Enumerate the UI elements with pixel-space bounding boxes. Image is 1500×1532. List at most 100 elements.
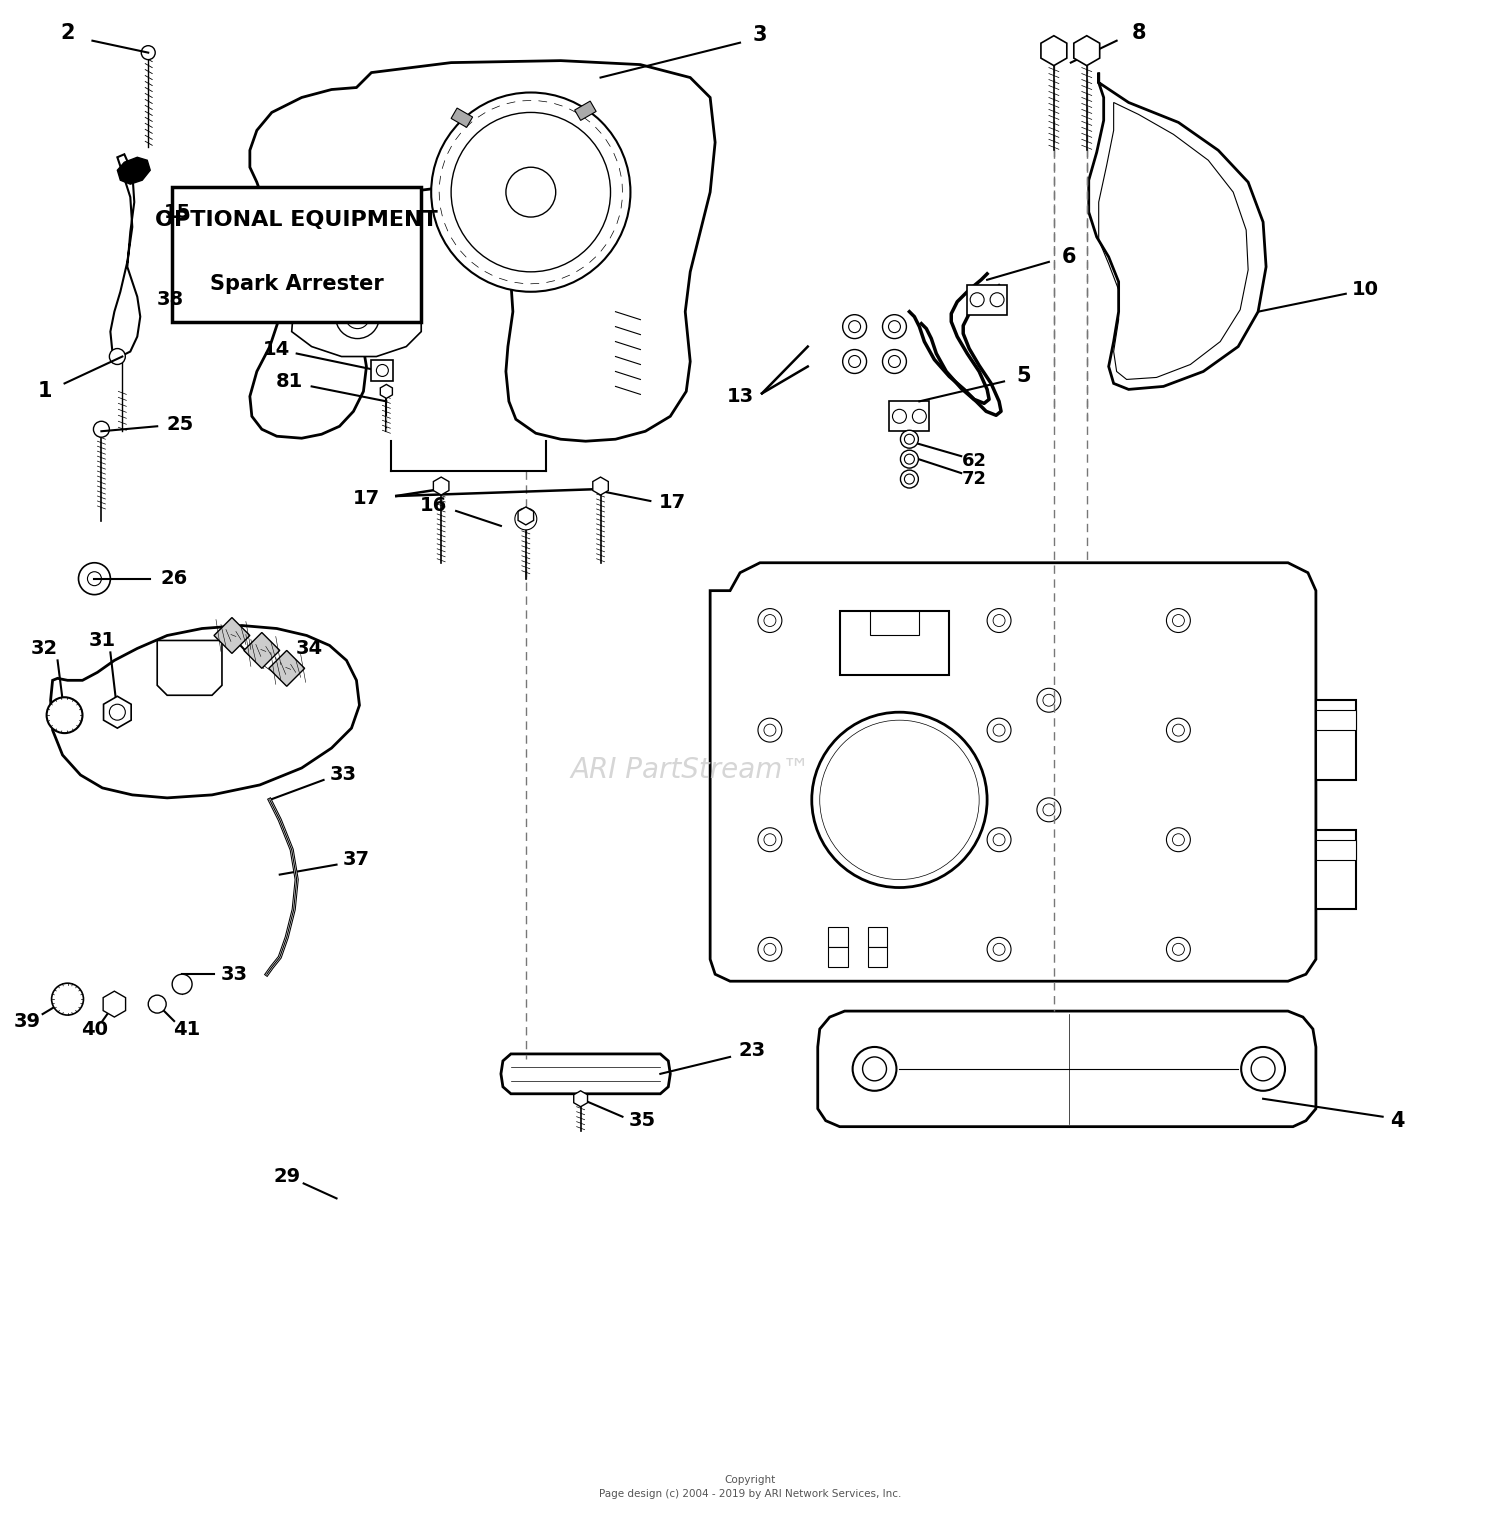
Circle shape — [904, 453, 915, 464]
Circle shape — [1173, 833, 1185, 846]
Text: 10: 10 — [1352, 280, 1378, 299]
Circle shape — [852, 1046, 897, 1091]
Polygon shape — [710, 562, 1316, 980]
Text: 23: 23 — [738, 1042, 765, 1060]
Polygon shape — [433, 476, 448, 495]
Text: 41: 41 — [174, 1019, 201, 1039]
Polygon shape — [518, 507, 534, 525]
Circle shape — [1167, 827, 1191, 852]
Text: 35: 35 — [628, 1111, 656, 1131]
Text: 32: 32 — [32, 639, 58, 657]
Circle shape — [843, 314, 867, 339]
Circle shape — [904, 473, 915, 484]
Text: 17: 17 — [658, 493, 686, 513]
Circle shape — [764, 944, 776, 956]
Polygon shape — [268, 651, 304, 686]
Circle shape — [1036, 798, 1060, 821]
Text: 62: 62 — [962, 452, 987, 470]
Text: 13: 13 — [726, 388, 753, 406]
Polygon shape — [1041, 35, 1066, 66]
Circle shape — [900, 450, 918, 469]
Circle shape — [900, 430, 918, 449]
Polygon shape — [818, 1011, 1316, 1126]
Polygon shape — [214, 617, 250, 654]
Text: 31: 31 — [88, 631, 116, 650]
Circle shape — [87, 571, 102, 585]
Text: 39: 39 — [13, 1011, 40, 1031]
Circle shape — [882, 349, 906, 374]
Circle shape — [849, 320, 861, 332]
Polygon shape — [237, 290, 256, 314]
Circle shape — [912, 409, 927, 423]
Circle shape — [110, 705, 126, 720]
Bar — [867, 947, 888, 967]
Text: 33: 33 — [330, 766, 357, 784]
Circle shape — [46, 697, 82, 734]
Circle shape — [812, 712, 987, 887]
Text: 15: 15 — [164, 202, 190, 222]
Circle shape — [862, 1057, 886, 1082]
Circle shape — [452, 112, 610, 271]
Circle shape — [1167, 719, 1191, 741]
Circle shape — [758, 608, 782, 633]
Polygon shape — [104, 991, 126, 1017]
Circle shape — [1173, 725, 1185, 735]
Circle shape — [345, 305, 369, 329]
Circle shape — [1167, 608, 1191, 633]
Polygon shape — [291, 270, 422, 357]
Text: 16: 16 — [420, 496, 447, 515]
Circle shape — [1173, 944, 1185, 956]
Circle shape — [148, 996, 166, 1013]
Circle shape — [758, 938, 782, 961]
Circle shape — [336, 294, 380, 339]
Circle shape — [987, 719, 1011, 741]
Circle shape — [993, 833, 1005, 846]
Circle shape — [1042, 694, 1054, 706]
Bar — [1316, 840, 1356, 859]
Text: 3: 3 — [753, 25, 766, 44]
Bar — [870, 611, 919, 636]
Circle shape — [1173, 614, 1185, 627]
Circle shape — [1167, 938, 1191, 961]
Circle shape — [970, 293, 984, 306]
Bar — [1316, 830, 1356, 910]
Text: 37: 37 — [344, 850, 370, 869]
Text: 17: 17 — [352, 490, 380, 509]
Bar — [372, 360, 393, 381]
Text: 81: 81 — [276, 372, 303, 391]
Polygon shape — [1074, 35, 1100, 66]
Circle shape — [246, 257, 266, 277]
Circle shape — [888, 355, 900, 368]
Text: ARI PartStream™: ARI PartStream™ — [570, 755, 810, 784]
Text: 14: 14 — [262, 340, 291, 358]
Circle shape — [78, 562, 111, 594]
Polygon shape — [1089, 72, 1266, 389]
Text: 5: 5 — [1017, 366, 1032, 386]
Circle shape — [758, 719, 782, 741]
Circle shape — [849, 355, 861, 368]
Circle shape — [764, 725, 776, 735]
Polygon shape — [117, 158, 150, 184]
Circle shape — [110, 349, 126, 365]
Bar — [172, 187, 422, 322]
Text: 72: 72 — [962, 470, 987, 489]
Bar — [1316, 700, 1356, 780]
Bar — [828, 927, 848, 947]
Circle shape — [514, 509, 537, 530]
Circle shape — [764, 833, 776, 846]
Text: 33: 33 — [220, 965, 248, 984]
Polygon shape — [890, 401, 930, 430]
Polygon shape — [51, 625, 360, 798]
Text: 26: 26 — [160, 570, 188, 588]
Circle shape — [892, 409, 906, 423]
Circle shape — [758, 827, 782, 852]
Text: Spark Arrester: Spark Arrester — [210, 274, 384, 294]
Text: 8: 8 — [1131, 23, 1146, 43]
Text: 29: 29 — [273, 1167, 300, 1186]
Circle shape — [1036, 688, 1060, 712]
Bar — [828, 947, 848, 967]
Circle shape — [1042, 804, 1054, 817]
Text: 25: 25 — [166, 415, 194, 434]
Circle shape — [882, 314, 906, 339]
Text: 34: 34 — [296, 639, 322, 657]
